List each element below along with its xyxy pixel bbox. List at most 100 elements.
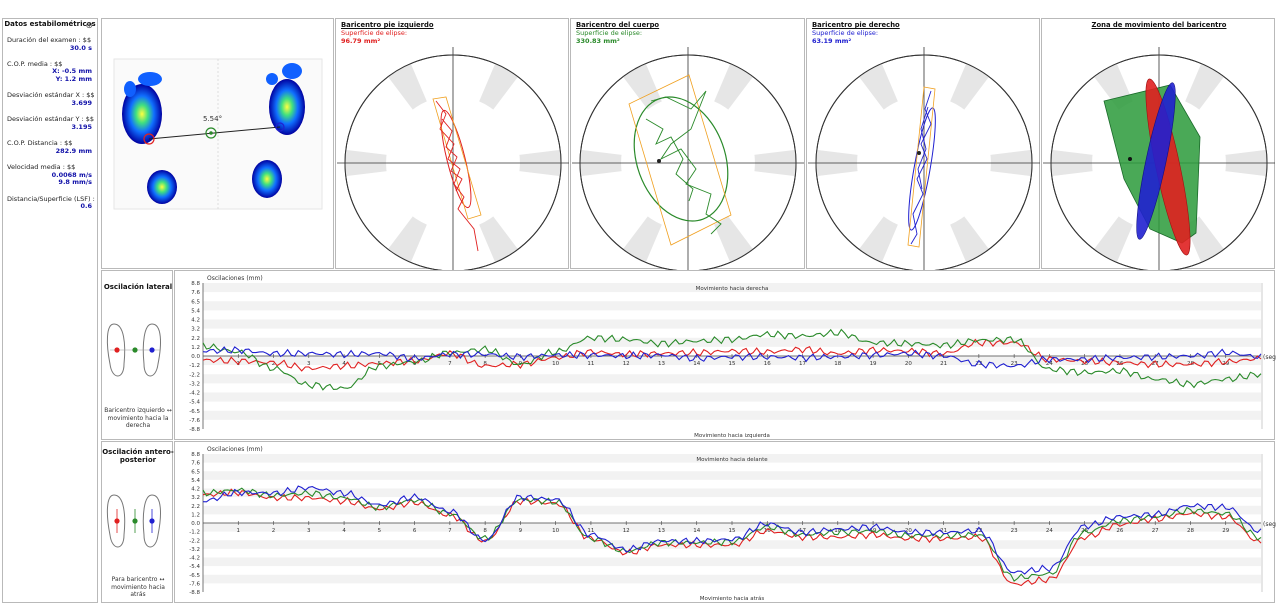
stats-panel: ⊕ Datos estabilométricos Duración del ex… [2, 18, 98, 603]
stat-label: C.O.P. media : $$ [7, 59, 63, 68]
stat-label: Duración del examen : $$ [7, 36, 92, 45]
y-tick-label: -4.2 [189, 391, 200, 397]
stat-item: Velocidad media : $$ 0.0068 m/s [3, 163, 97, 179]
x-tick-label: 25 [1081, 528, 1088, 534]
right-panel-value: 63.19 mm² [812, 37, 852, 45]
series-line [202, 346, 1262, 369]
x-tick-label: 27 [1152, 528, 1159, 534]
y-tick-label: 1.2 [191, 345, 200, 351]
x-tick-label: 19 [870, 361, 877, 367]
y-tick-label: -7.6 [189, 581, 200, 587]
x-tick-label: 16 [764, 361, 771, 367]
x-tick-label: 29 [1222, 528, 1229, 534]
y-tick-label: 8.8 [191, 452, 200, 458]
left-panel-title: Baricentro pie izquierdo [341, 21, 434, 29]
y-tick-label: -1.2 [189, 363, 200, 369]
stat-item: C.O.P. Distancia : $$ 282.9 mm [3, 139, 97, 155]
stat-item: Desviación estándar Y : $$ 3.195 [3, 115, 97, 131]
antero-caption: Para baricentro ↔ movimiento hacia atrás [111, 576, 165, 598]
stat-value: Y: 1.2 mm [55, 74, 92, 83]
right-panel-sub: Superficie de elipse: [812, 29, 879, 37]
x-tick-label: 18 [834, 528, 841, 534]
stat-item: 9.8 mm/s [3, 178, 97, 186]
y-tick-label: 7.6 [191, 461, 200, 467]
y-tick-label: 5.4 [191, 478, 200, 484]
x-tick-label: 12 [623, 528, 630, 534]
x-tick-label: 8 [483, 528, 487, 534]
lateral-feet-icon [106, 323, 161, 377]
y-tick-label: 6.5 [191, 469, 200, 475]
x-tick-label: 17 [799, 361, 806, 367]
stat-item: Desviación estándar X : $$ 3.699 [3, 91, 97, 107]
body-panel-sub: Superficie de elipse: [576, 29, 643, 37]
y-axis-title: Oscilaciones (mm) [207, 446, 263, 453]
x-tick-label: 2 [272, 361, 276, 367]
x-tick-label: 14 [693, 528, 700, 534]
x-tick-label: 22 [975, 361, 982, 367]
footprint-panel: 5.54° [101, 18, 334, 269]
y-tick-label: -6.5 [189, 573, 200, 579]
x-tick-label: 20 [905, 361, 912, 367]
stat-value: 3.195 [71, 122, 92, 131]
x-tick-label: 7 [448, 361, 452, 367]
stat-label: Distancia/Superficie (LSF) : [7, 194, 95, 203]
stat-value: X: -0.5 mm [52, 67, 92, 76]
y-tick-label: -8.8 [189, 590, 200, 596]
bottom-note: Movimiento hacia atrás [700, 595, 765, 602]
stat-value: 0.6 [80, 202, 92, 211]
left-foot-panel: Baricentro pie izquierdo Superficie de e… [335, 18, 569, 270]
y-tick-label: 8.8 [191, 281, 200, 287]
y-tick-label: 3.2 [191, 327, 200, 333]
y-tick-label: 5.4 [191, 308, 200, 314]
x-tick-label: 11 [587, 361, 594, 367]
left-panel-value: 96.79 mm² [341, 37, 381, 45]
x-tick-label: 28 [1187, 528, 1194, 534]
x-tick-label: 1 [237, 528, 241, 534]
lateral-caption: Baricentro izquierdo ↔ movimiento hacia … [104, 407, 172, 429]
y-tick-label: -8.8 [189, 427, 200, 433]
top-note: Movimiento hacia derecha [696, 286, 769, 292]
stat-item: C.O.P. media : $$ X: -0.5 mm [3, 59, 97, 76]
stat-item: Distancia/Superficie (LSF) : 0.6 [3, 194, 97, 211]
y-tick-label: 2.2 [191, 336, 200, 342]
antero-title: Oscilación antero-posterior [102, 448, 174, 465]
y-tick-label: 3.2 [191, 495, 200, 501]
body-polar-plot [572, 47, 804, 270]
x-tick-label: 15 [729, 528, 736, 534]
y-tick-label: 0.0 [191, 521, 200, 527]
y-tick-label: 2.2 [191, 504, 200, 510]
x-tick-label: 2 [272, 528, 276, 534]
x-tick-label: 10 [552, 361, 559, 367]
stat-label: Velocidad media : $$ [7, 163, 76, 172]
pin-icon[interactable]: ⊕ [85, 21, 93, 31]
x-tick-label: 3 [307, 528, 311, 534]
y-tick-label: 0.0 [191, 354, 200, 360]
lateral-title: Oscilación lateral [103, 283, 173, 291]
body-panel-title: Baricentro del cuerpo [576, 21, 660, 29]
x-tick-label: 20 [905, 528, 912, 534]
stat-label: Desviación estándar Y : $$ [7, 115, 95, 124]
stat-item: Duración del examen : $$ 30.0 s [3, 36, 97, 52]
antero-side-panel: Oscilación antero-posterior Para baricen… [101, 441, 174, 603]
y-tick-label: -2.2 [189, 538, 200, 544]
x-tick-label: 4 [342, 528, 346, 534]
x-tick-label: 18 [834, 361, 841, 367]
y-tick-label: -1.2 [189, 530, 200, 536]
stat-value: 3.699 [71, 98, 92, 107]
x-tick-label: 23 [1011, 528, 1018, 534]
x-tick-label: 8 [483, 361, 487, 367]
x-tick-label: 15 [729, 361, 736, 367]
right-panel-title: Baricentro pie derecho [812, 21, 900, 29]
zone-panel-title: Zona de movimiento del baricentro [1091, 21, 1227, 29]
x-tick-label: 21 [940, 528, 947, 534]
x-tick-label: 29 [1222, 361, 1229, 367]
zone-polar-plot [1043, 47, 1275, 270]
x-tick-label: 4 [342, 361, 346, 367]
y-tick-label: -6.5 [189, 409, 200, 415]
antero-feet-icon [106, 494, 161, 548]
left-panel-sub: Superficie de elipse: [341, 29, 408, 37]
x-tick-label: 12 [623, 361, 630, 367]
stat-value: 30.0 s [69, 43, 92, 52]
x-tick-label: 22 [975, 528, 982, 534]
x-tick-label: 5 [378, 528, 382, 534]
